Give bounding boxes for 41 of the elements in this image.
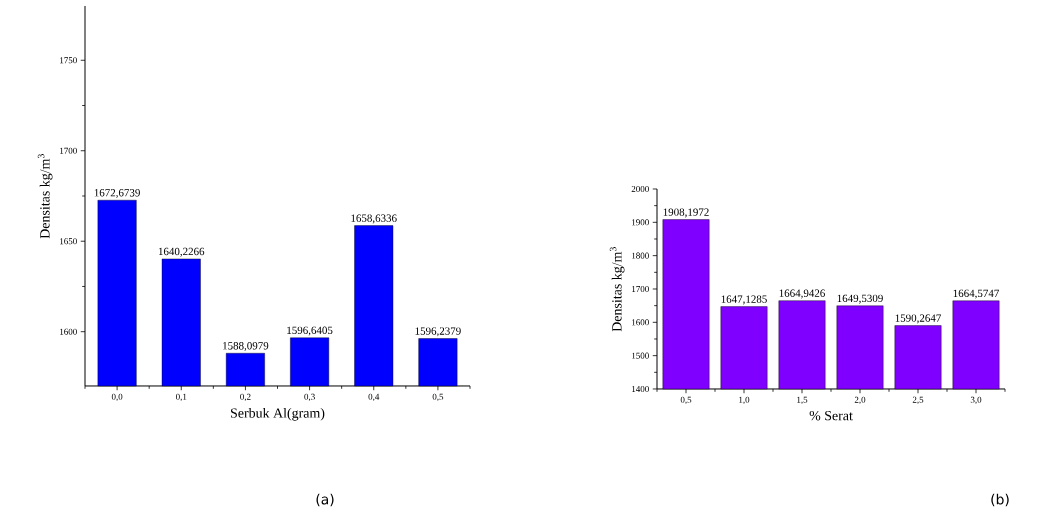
x-axis-title: Serbuk Al(gram) [231, 407, 325, 421]
data-label: 1596,2379 [415, 327, 461, 337]
x-tick-label: 1,0 [739, 396, 750, 405]
text: (b) [991, 493, 1009, 507]
data-label: 1647,1285 [721, 295, 767, 305]
x-tick-label: 0,4 [368, 393, 380, 402]
x-tick-label: 0,3 [304, 393, 315, 402]
y-tick-label: 1500 [632, 352, 649, 359]
y-axis-title: Densitas kg/m$^{3}$ [37, 154, 53, 239]
y-tick-label: 1700 [60, 147, 77, 154]
data-label: 1664,5747 [953, 289, 999, 299]
x-tick-label: 3,0 [970, 396, 982, 405]
x-tick-label: 0,2 [240, 393, 251, 402]
x-tick-label: 2,0 [854, 396, 866, 405]
data-label: 1590,2647 [895, 314, 941, 324]
y-tick-label: 1650 [60, 238, 77, 245]
data-label: 1672,6739 [94, 189, 140, 198]
data-label: 1640,2266 [158, 247, 205, 257]
y-tick-label: 1750 [60, 57, 77, 64]
x-tick-label: 0,1 [176, 393, 187, 402]
x-tick-label: 0,0 [111, 393, 123, 402]
x-tick-label: 2,5 [912, 396, 924, 405]
x-tick-label: 1,5 [797, 396, 808, 405]
data-label: 1596,6405 [287, 326, 333, 336]
data-label: 1908,1972 [663, 208, 709, 218]
x-axis-title: % Serat [809, 410, 853, 421]
y-tick-label: 1700 [632, 285, 649, 293]
y-axis-title: Densitas kg/m$^{3}$ [609, 247, 625, 332]
x-tick-label: 0,5 [680, 396, 692, 405]
y-tick-label: 1400 [632, 385, 649, 393]
x-tick-label: 0,5 [432, 393, 444, 402]
y-tick-label: 1800 [632, 252, 649, 259]
y-tick-label: 1900 [632, 219, 649, 226]
y-tick-label: 1600 [60, 328, 77, 335]
y-tick-label: 1600 [632, 319, 649, 326]
data-label: 1588,0979 [223, 342, 269, 352]
y-tick-label: 2000 [631, 185, 649, 193]
text: (a) [316, 493, 334, 507]
data-label: 1664,9426 [779, 289, 825, 299]
data-label: 1649,5309 [837, 294, 883, 304]
data-label: 1658,6336 [351, 214, 397, 224]
